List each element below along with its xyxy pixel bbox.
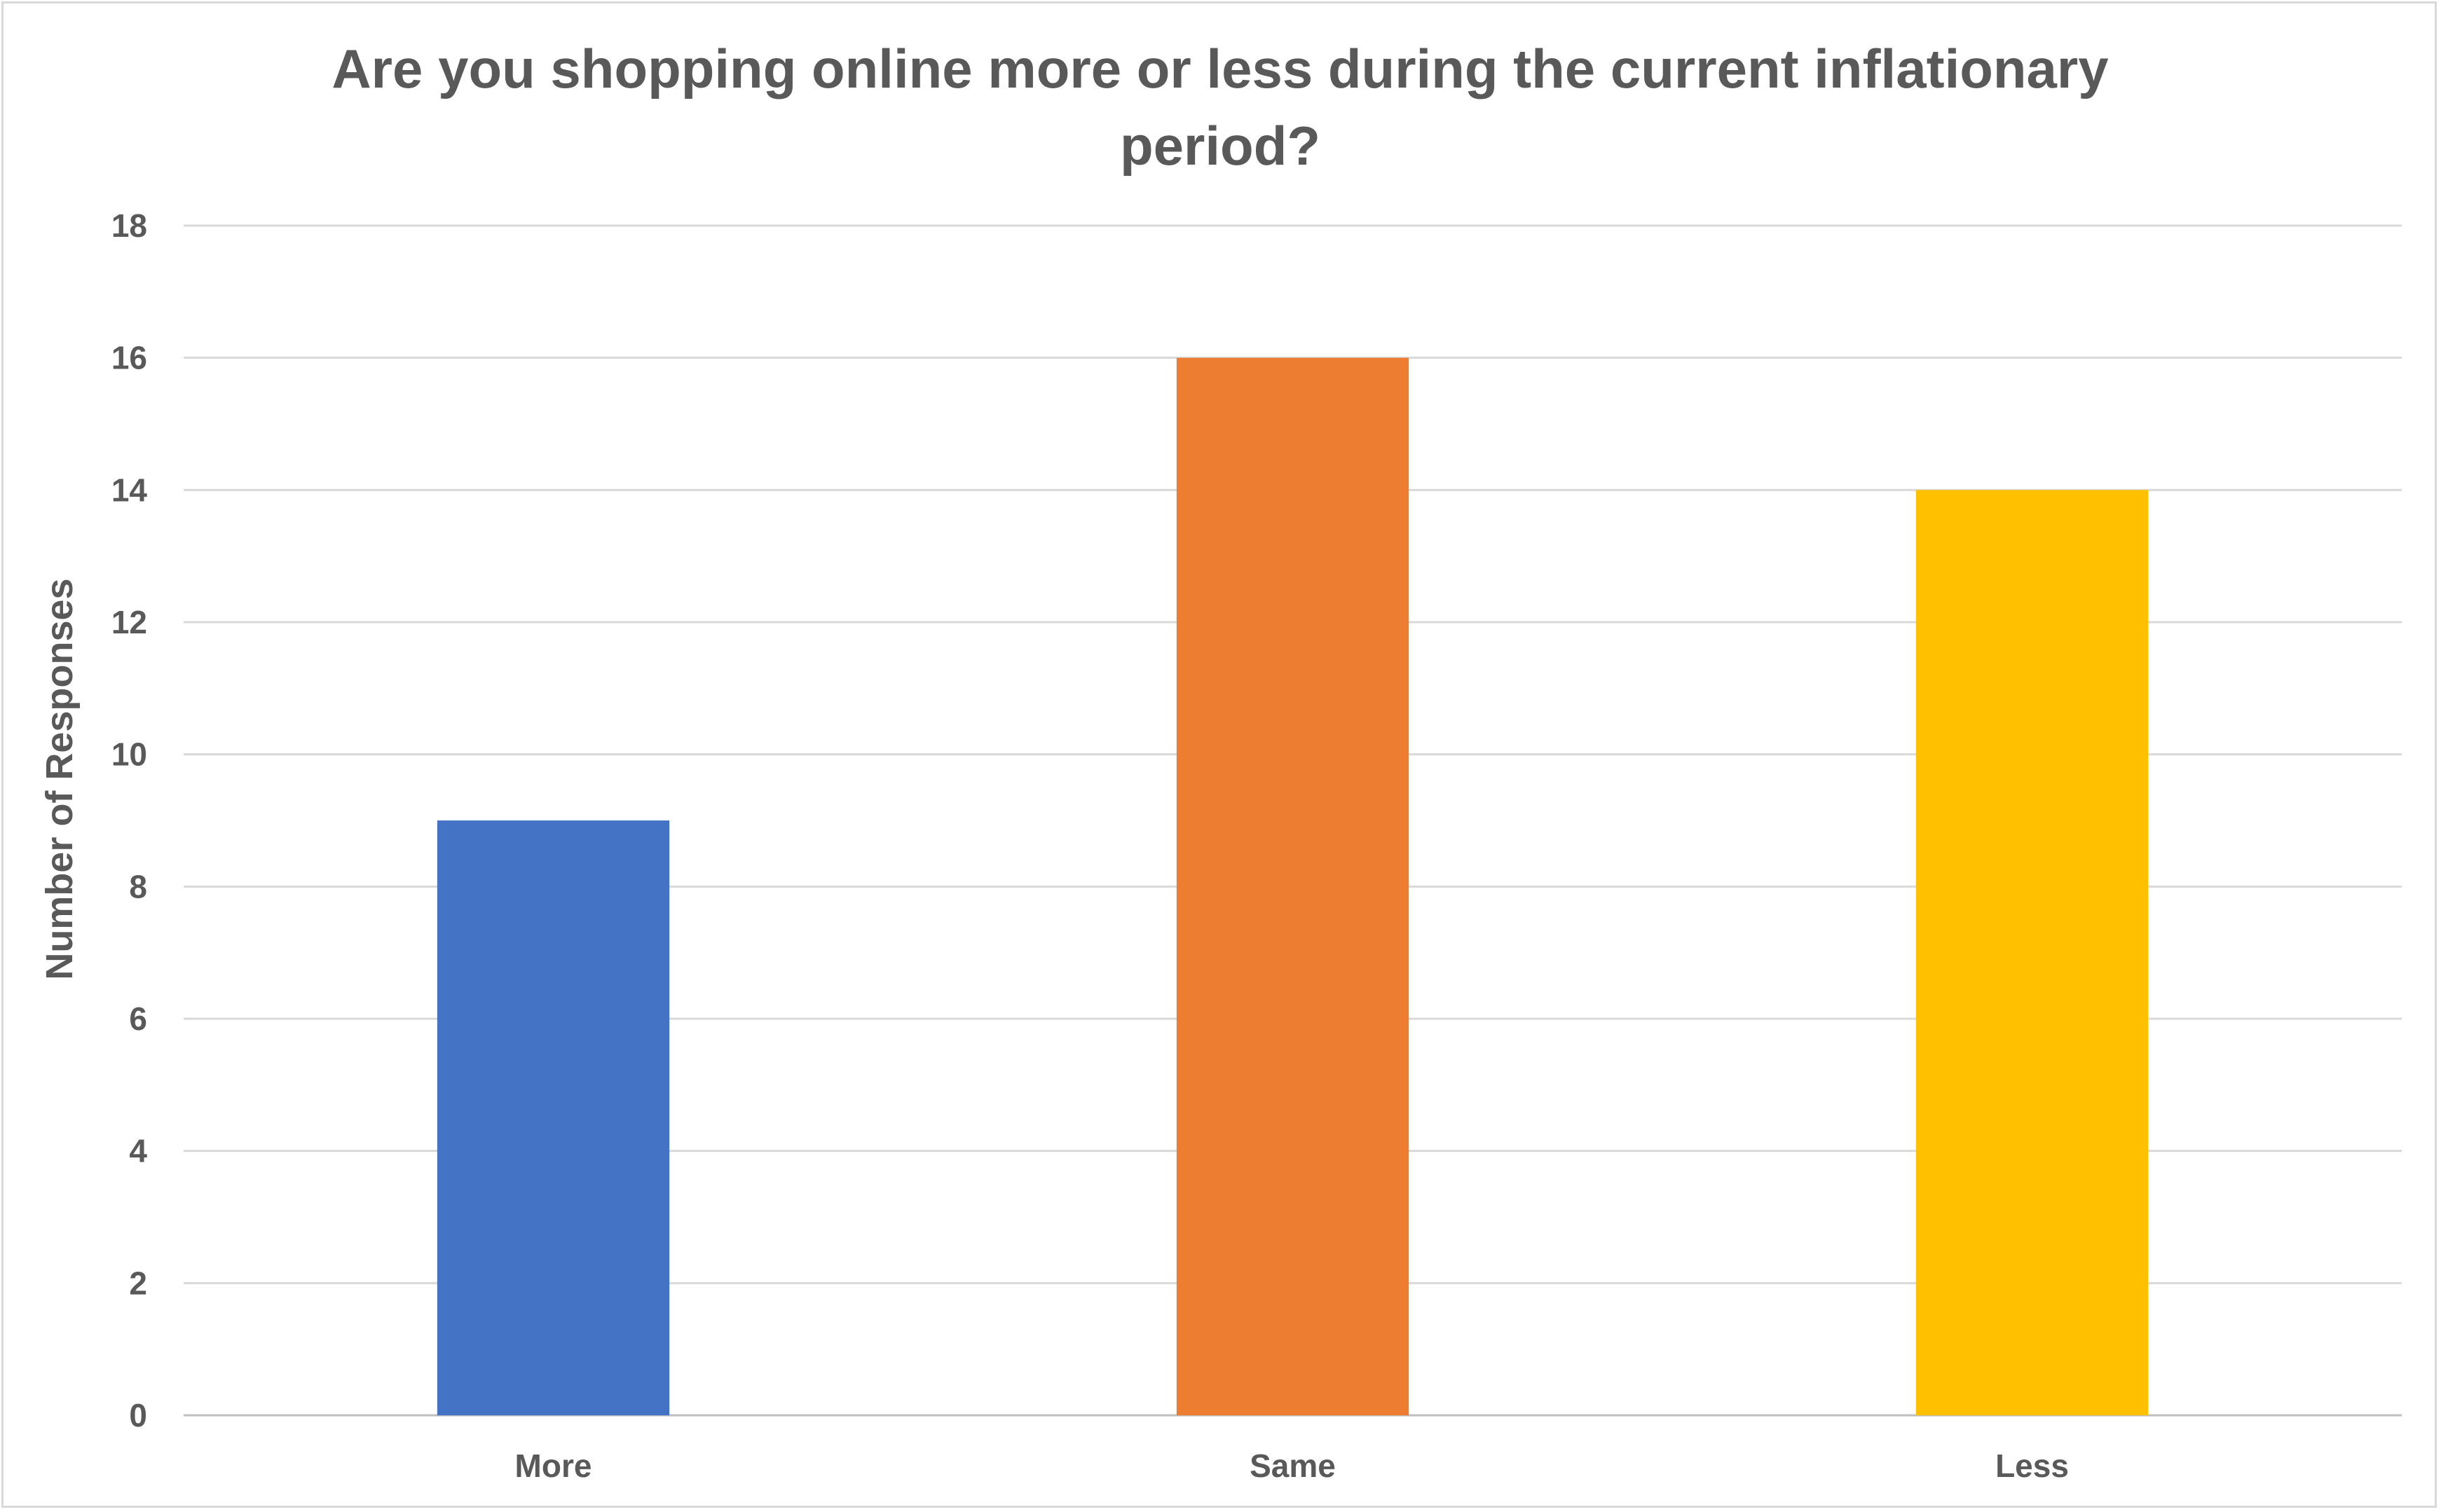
bar-same bbox=[1176, 357, 1409, 1416]
x-tick-label-same: Same bbox=[1250, 1448, 1336, 1484]
y-tick-label: 10 bbox=[111, 736, 147, 773]
chart-title: Are you shopping online more or less dur… bbox=[331, 38, 2108, 177]
y-tick-label: 0 bbox=[129, 1397, 147, 1434]
y-tick-label: 8 bbox=[129, 868, 147, 905]
chart-title-line-1: Are you shopping online more or less dur… bbox=[331, 38, 2108, 99]
y-tick-label: 16 bbox=[111, 340, 147, 376]
y-axis-title: Number of Responses bbox=[39, 578, 81, 980]
x-tick-label-less: Less bbox=[1995, 1448, 2069, 1484]
y-tick-label: 18 bbox=[111, 207, 147, 244]
bar-less bbox=[1915, 490, 2149, 1416]
y-axis-tick-labels: 0 2 4 6 8 10 12 14 16 18 bbox=[111, 207, 148, 1434]
x-axis-tick-labels: More Same Less bbox=[515, 1448, 2069, 1484]
y-tick-label: 6 bbox=[129, 1001, 147, 1037]
bar-more bbox=[437, 820, 670, 1415]
y-tick-label: 12 bbox=[111, 604, 147, 640]
y-tick-label: 4 bbox=[129, 1133, 147, 1169]
y-tick-label: 14 bbox=[111, 472, 148, 508]
y-tick-label: 2 bbox=[129, 1265, 147, 1301]
x-tick-label-more: More bbox=[515, 1448, 592, 1484]
chart-title-line-2: period? bbox=[1120, 115, 1320, 177]
bars bbox=[437, 357, 2149, 1416]
